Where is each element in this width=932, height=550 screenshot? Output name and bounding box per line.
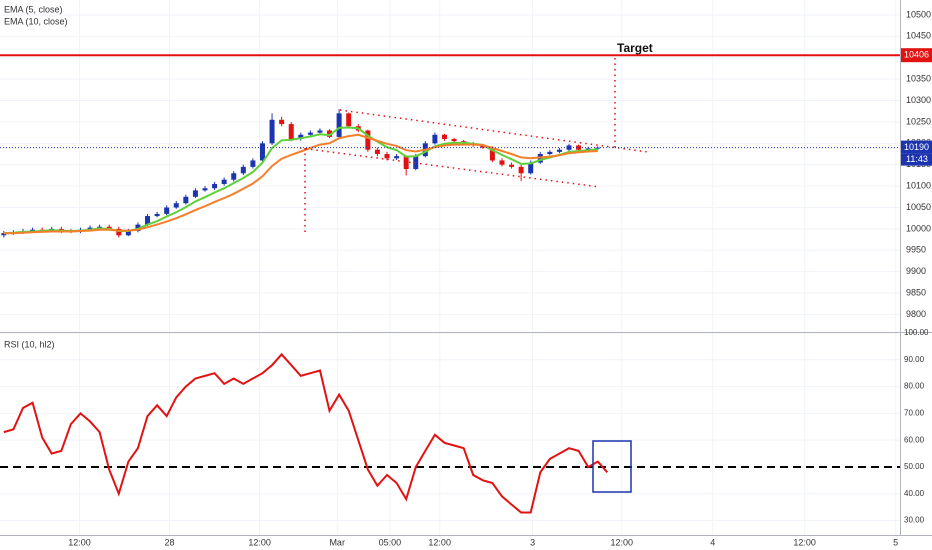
candle-body: [212, 183, 218, 189]
ema-line: [3, 133, 598, 235]
candle-body: [374, 149, 380, 155]
rsi-line: [3, 352, 609, 514]
y-tick-label: 90.00: [904, 355, 925, 364]
x-tick-label: Mar: [329, 537, 345, 547]
candle-body: [164, 207, 170, 214]
candle-body: [518, 166, 524, 174]
candle-body: [394, 156, 400, 159]
candle-body: [250, 160, 256, 167]
x-tick-label: 12:00: [68, 537, 91, 547]
marks: [0, 109, 900, 514]
candle-body: [279, 119, 285, 125]
target-label: Target: [617, 41, 653, 55]
candle-body: [106, 226, 112, 229]
highlight-box: [592, 440, 632, 493]
y-tick-label: 10350: [906, 74, 931, 84]
candle-body: [576, 145, 582, 150]
candle-body: [403, 156, 409, 169]
candle-body: [528, 162, 534, 174]
candle-body: [288, 124, 294, 140]
candle-body: [499, 160, 505, 165]
x-tick-label: 5: [893, 537, 898, 547]
candle-body: [173, 203, 179, 208]
price-label-box: [901, 48, 932, 63]
y-tick-label: 10450: [906, 31, 931, 41]
candle-body: [240, 166, 246, 174]
y-tick-label: 10100: [906, 180, 931, 190]
y-tick-label: 10300: [906, 95, 931, 105]
y-tick-label: 10500: [906, 9, 931, 19]
candle-body: [441, 134, 447, 140]
candle-body: [317, 130, 323, 133]
x-tick-label: 12:00: [793, 537, 816, 547]
y-tick-label: 10250: [906, 116, 931, 126]
candle-body: [125, 231, 131, 236]
candle-body: [298, 134, 304, 140]
x-tick-label: 05:00: [379, 537, 402, 547]
candle-body: [384, 154, 390, 159]
y-tick-label: 10050: [906, 202, 931, 212]
y-tick-label: 10000: [906, 223, 931, 233]
y-tick-label: 30.00: [904, 516, 925, 525]
candle-body: [30, 229, 36, 232]
y-tick-label: 9800: [906, 309, 926, 319]
y-tick-label: 50.00: [904, 462, 925, 471]
candle-body: [145, 216, 151, 225]
candle-body: [509, 164, 515, 167]
candle-body: [327, 130, 333, 137]
candle-body: [307, 132, 313, 135]
y-tick-label: 60.00: [904, 435, 925, 444]
candle-body: [336, 113, 342, 137]
time-label-box: [901, 153, 932, 166]
candle-body: [97, 226, 103, 228]
x-tick-label: 28: [165, 537, 175, 547]
candle-body: [87, 227, 93, 230]
price-label: 10190: [904, 142, 929, 152]
y-tick-label: 100.00: [904, 328, 929, 337]
x-tick-label: 12:00: [428, 537, 451, 547]
candle-body: [451, 139, 457, 142]
legend-entry: EMA (5, close): [4, 4, 63, 14]
legend-entry: RSI (10, hl2): [4, 339, 55, 349]
y-tick-label: 40.00: [904, 489, 925, 498]
candle-body: [556, 149, 562, 152]
candle-body: [116, 228, 122, 236]
candle-body: [202, 188, 208, 191]
y-tick-label: 9850: [906, 287, 926, 297]
price-label-box: [901, 140, 932, 154]
candle-body: [547, 151, 553, 155]
candle-body: [365, 130, 371, 150]
x-tick-label: 12:00: [248, 537, 271, 547]
y-tick-label: 70.00: [904, 408, 925, 417]
candle-body: [221, 179, 227, 184]
y-tick-label: 9900: [906, 266, 926, 276]
x-tick-label: 3: [530, 537, 535, 547]
channel-top: [339, 109, 649, 153]
candle-body: [231, 173, 237, 180]
candle-body: [154, 213, 160, 217]
candle-body: [269, 119, 275, 144]
candle-body: [1, 233, 7, 236]
grid: [0, 0, 900, 535]
price-label: 10406: [904, 50, 929, 60]
candle-body: [480, 145, 486, 148]
x-tick-label: 4: [710, 537, 715, 547]
candle-body: [346, 113, 352, 127]
channel-bottom: [299, 147, 601, 188]
candle-body: [259, 143, 265, 161]
candle-body: [489, 147, 495, 161]
candle-body: [585, 148, 591, 150]
candle-body: [192, 190, 198, 197]
candle-body: [183, 196, 189, 204]
y-tick-label: 80.00: [904, 382, 925, 391]
legend-entry: EMA (10, close): [4, 16, 68, 26]
candle-body: [566, 145, 572, 150]
candle-body: [432, 134, 438, 144]
y-tick-label: 9950: [906, 245, 926, 255]
time-label: 11:43: [906, 154, 928, 164]
x-tick-label: 12:00: [610, 537, 633, 547]
ema-line: [3, 126, 598, 235]
